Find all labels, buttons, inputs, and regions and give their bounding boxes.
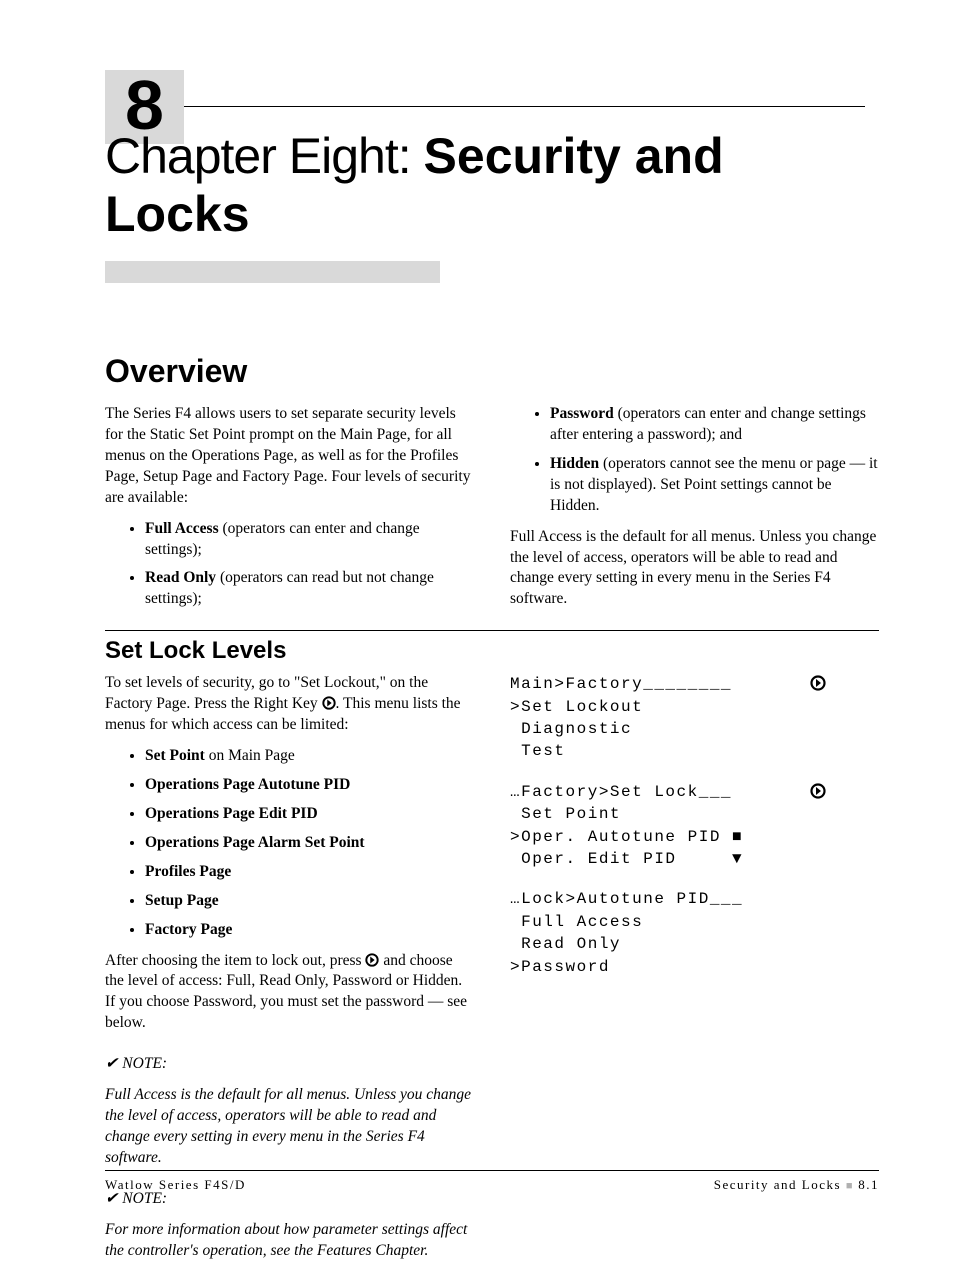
lcd-screen-3: …Lock>Autotune PID___ Full Access Read O…	[510, 888, 879, 978]
overview-right-col: Password (operators can enter and change…	[510, 404, 879, 620]
chapter-rule	[105, 106, 865, 107]
footer-right: Security and Locks ■ 8.1	[714, 1177, 879, 1193]
list-item: Full Access (operators can enter and cha…	[145, 519, 474, 561]
setlock-after: After choosing the item to lock out, pre…	[105, 951, 474, 1035]
lcd-screen-1-wrap: Main>Factory________ >Set Lockout Diagno…	[510, 673, 879, 763]
overview-left-col: The Series F4 allows users to set separa…	[105, 404, 474, 620]
list-item: Operations Page Autotune PID	[145, 775, 474, 796]
list-item: Profiles Page	[145, 862, 474, 883]
footer-left: Watlow Series F4S/D	[105, 1177, 246, 1193]
chapter-title: Chapter Eight: Security and Locks	[105, 127, 879, 243]
list-item: Read Only (operators can read but not ch…	[145, 568, 474, 610]
note-label: ✔ NOTE:	[105, 1054, 474, 1075]
overview-columns: The Series F4 allows users to set separa…	[105, 404, 879, 620]
list-item: Factory Page	[145, 920, 474, 941]
overview-intro: The Series F4 allows users to set separa…	[105, 404, 474, 509]
overview-left-bullets: Full Access (operators can enter and cha…	[117, 519, 474, 611]
chapter-title-light: Chapter Eight:	[105, 128, 424, 184]
overview-right-bullets: Password (operators can enter and change…	[522, 404, 879, 517]
right-arrow-icon	[810, 783, 826, 799]
list-item: Hidden (operators cannot see the menu or…	[550, 454, 879, 517]
right-arrow-icon	[322, 696, 336, 710]
list-item: Password (operators can enter and change…	[550, 404, 879, 446]
note-text: Full Access is the default for all menus…	[105, 1085, 474, 1169]
page-footer: Watlow Series F4S/D Security and Locks ■…	[105, 1170, 879, 1193]
section-divider	[105, 630, 879, 631]
list-item: Setup Page	[145, 891, 474, 912]
right-arrow-icon	[810, 675, 826, 691]
list-item: Operations Page Alarm Set Point	[145, 833, 474, 854]
overview-heading: Overview	[105, 353, 879, 390]
chapter-underbar	[105, 261, 440, 283]
list-item: Operations Page Edit PID	[145, 804, 474, 825]
setlock-menu-list: Set Point on Main Page Operations Page A…	[117, 746, 474, 940]
square-icon: ■	[846, 1180, 858, 1192]
setlock-heading: Set Lock Levels	[105, 637, 879, 665]
note-text: For more information about how parameter…	[105, 1220, 474, 1262]
overview-closing: Full Access is the default for all menus…	[510, 527, 879, 611]
list-item: Set Point on Main Page	[145, 746, 474, 767]
lcd-screen-2-wrap: …Factory>Set Lock___ Set Point >Oper. Au…	[510, 781, 879, 871]
setlock-intro: To set levels of security, go to "Set Lo…	[105, 673, 474, 736]
right-arrow-icon	[365, 953, 379, 967]
